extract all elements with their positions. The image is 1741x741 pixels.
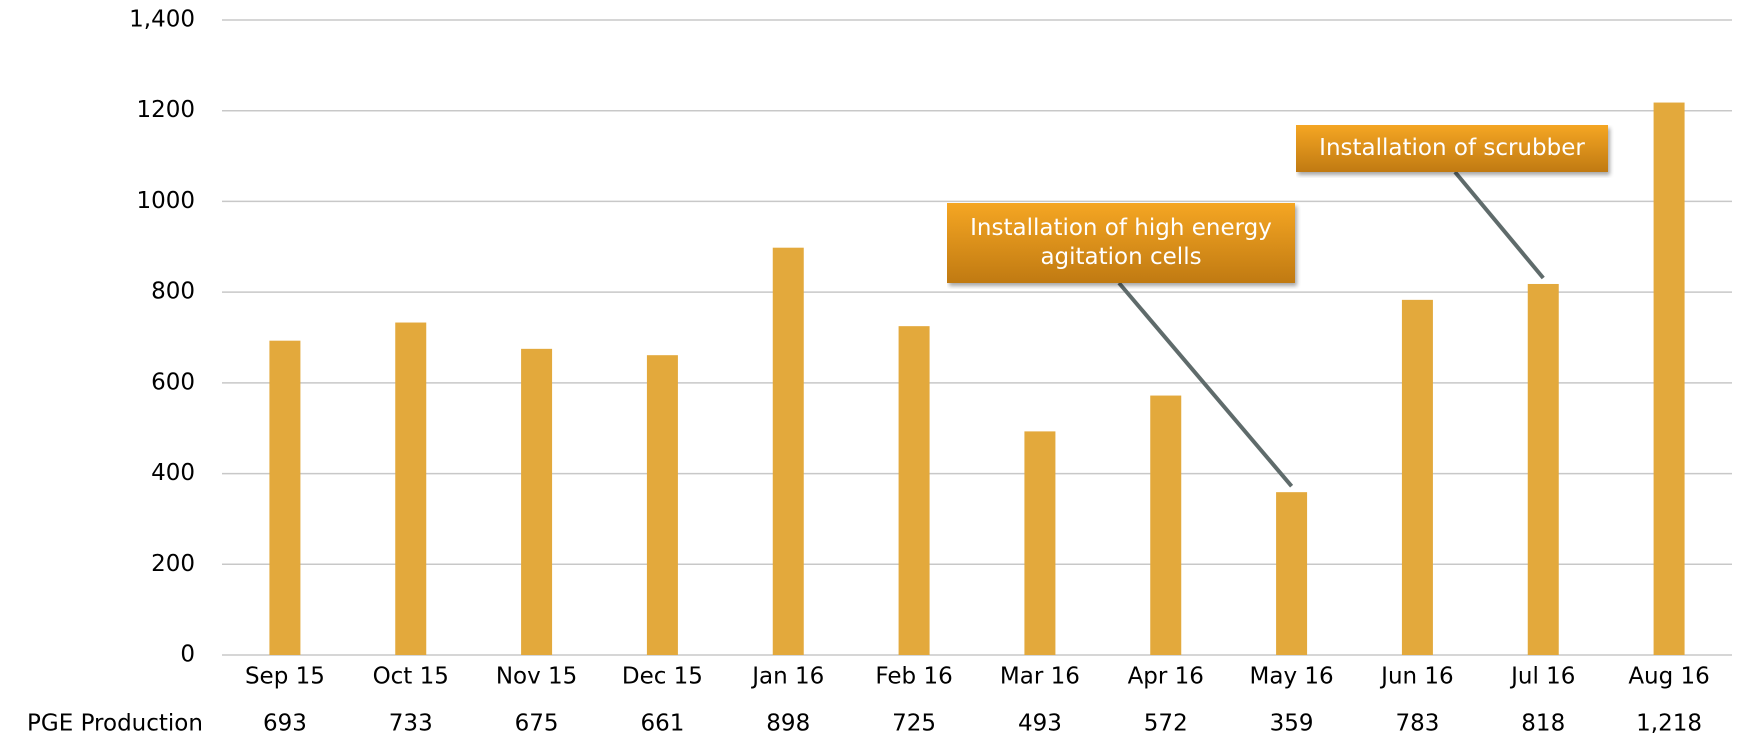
bar	[1401, 299, 1433, 655]
bar	[1276, 492, 1308, 655]
table-row-label: PGE Production	[27, 711, 203, 737]
bar	[1653, 102, 1685, 656]
x-tick-label: Sep 15	[245, 664, 325, 690]
x-tick-label: Oct 15	[373, 664, 449, 690]
bar	[395, 322, 427, 655]
y-tick-label: 200	[151, 551, 195, 577]
callout-leader	[1117, 281, 1294, 488]
table-value: 898	[766, 711, 810, 737]
y-tick-label: 600	[151, 369, 195, 395]
table-value: 493	[1018, 711, 1062, 737]
callout-text: Installation of high energy agitation ce…	[947, 203, 1295, 283]
y-tick-label: 800	[151, 279, 195, 305]
y-tick-label: 1000	[136, 188, 195, 214]
callout-leader	[1453, 170, 1545, 280]
callout: Installation of high energy agitation ce…	[947, 203, 1295, 283]
bar	[269, 340, 301, 655]
callout-text: Installation of scrubber	[1296, 125, 1608, 172]
table-value: 725	[892, 711, 936, 737]
bar	[521, 348, 553, 655]
bar	[1527, 283, 1559, 655]
x-tick-label: Feb 16	[875, 664, 952, 690]
bar	[772, 247, 804, 655]
y-tick-label: 1200	[136, 97, 195, 123]
x-tick-label: Apr 16	[1128, 664, 1204, 690]
table-value: 783	[1395, 711, 1439, 737]
callout: Installation of scrubber	[1296, 125, 1608, 172]
x-tick-label: Jul 16	[1509, 664, 1575, 690]
x-tick-label: Aug 16	[1628, 664, 1710, 690]
x-tick-label: Jan 16	[750, 664, 824, 690]
bar	[898, 326, 930, 655]
x-tick-label: Jun 16	[1379, 664, 1454, 690]
y-tick-label: 0	[180, 642, 195, 668]
table-value: 359	[1270, 711, 1314, 737]
bar	[1024, 431, 1056, 655]
y-tick-label: 400	[151, 460, 195, 486]
x-tick-label: Mar 16	[1000, 664, 1080, 690]
table-value: 733	[389, 711, 433, 737]
bar	[646, 355, 678, 655]
table-value: 675	[515, 711, 559, 737]
y-tick-label: 1,400	[129, 7, 195, 33]
x-tick-label: Dec 15	[622, 664, 703, 690]
table-value: 818	[1521, 711, 1565, 737]
table-value: 1,218	[1636, 711, 1702, 737]
x-tick-label: Nov 15	[496, 664, 577, 690]
table-value: 693	[263, 711, 307, 737]
table-value: 661	[640, 711, 684, 737]
bar	[1150, 395, 1182, 655]
table-value: 572	[1144, 711, 1188, 737]
x-tick-label: May 16	[1250, 664, 1334, 690]
